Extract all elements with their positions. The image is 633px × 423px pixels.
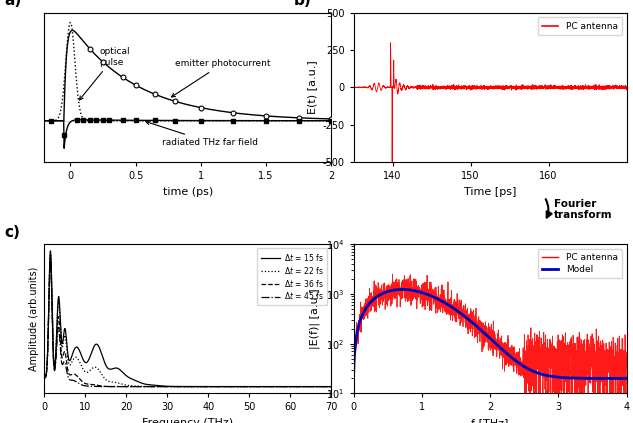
Y-axis label: |E(f)| [a.u.]: |E(f)| [a.u.] (310, 288, 320, 349)
X-axis label: Time [ps]: Time [ps] (464, 187, 517, 197)
X-axis label: Frequency (THz): Frequency (THz) (142, 418, 234, 423)
Text: radiated THz far field: radiated THz far field (146, 121, 258, 147)
Legend: PC antenna: PC antenna (537, 17, 622, 35)
Text: emitter photocurrent: emitter photocurrent (172, 59, 270, 97)
Legend: PC antenna, Model: PC antenna, Model (537, 249, 622, 278)
Text: optical
pulse: optical pulse (79, 47, 130, 100)
Text: a): a) (4, 0, 22, 8)
Text: b): b) (294, 0, 311, 8)
Text: Fourier
transform: Fourier transform (554, 198, 613, 220)
Legend: $\Delta t$ = 15 fs, $\Delta t$ = 22 fs, $\Delta t$ = 36 fs, $\Delta t$ = 45 fs: $\Delta t$ = 15 fs, $\Delta t$ = 22 fs, … (257, 248, 327, 305)
Text: c): c) (4, 225, 20, 240)
Y-axis label: Amplitude (arb.units): Amplitude (arb.units) (28, 266, 39, 371)
X-axis label: time (ps): time (ps) (163, 187, 213, 197)
Y-axis label: E(t) [a.u.]: E(t) [a.u.] (307, 60, 316, 114)
X-axis label: f [THz]: f [THz] (472, 418, 509, 423)
